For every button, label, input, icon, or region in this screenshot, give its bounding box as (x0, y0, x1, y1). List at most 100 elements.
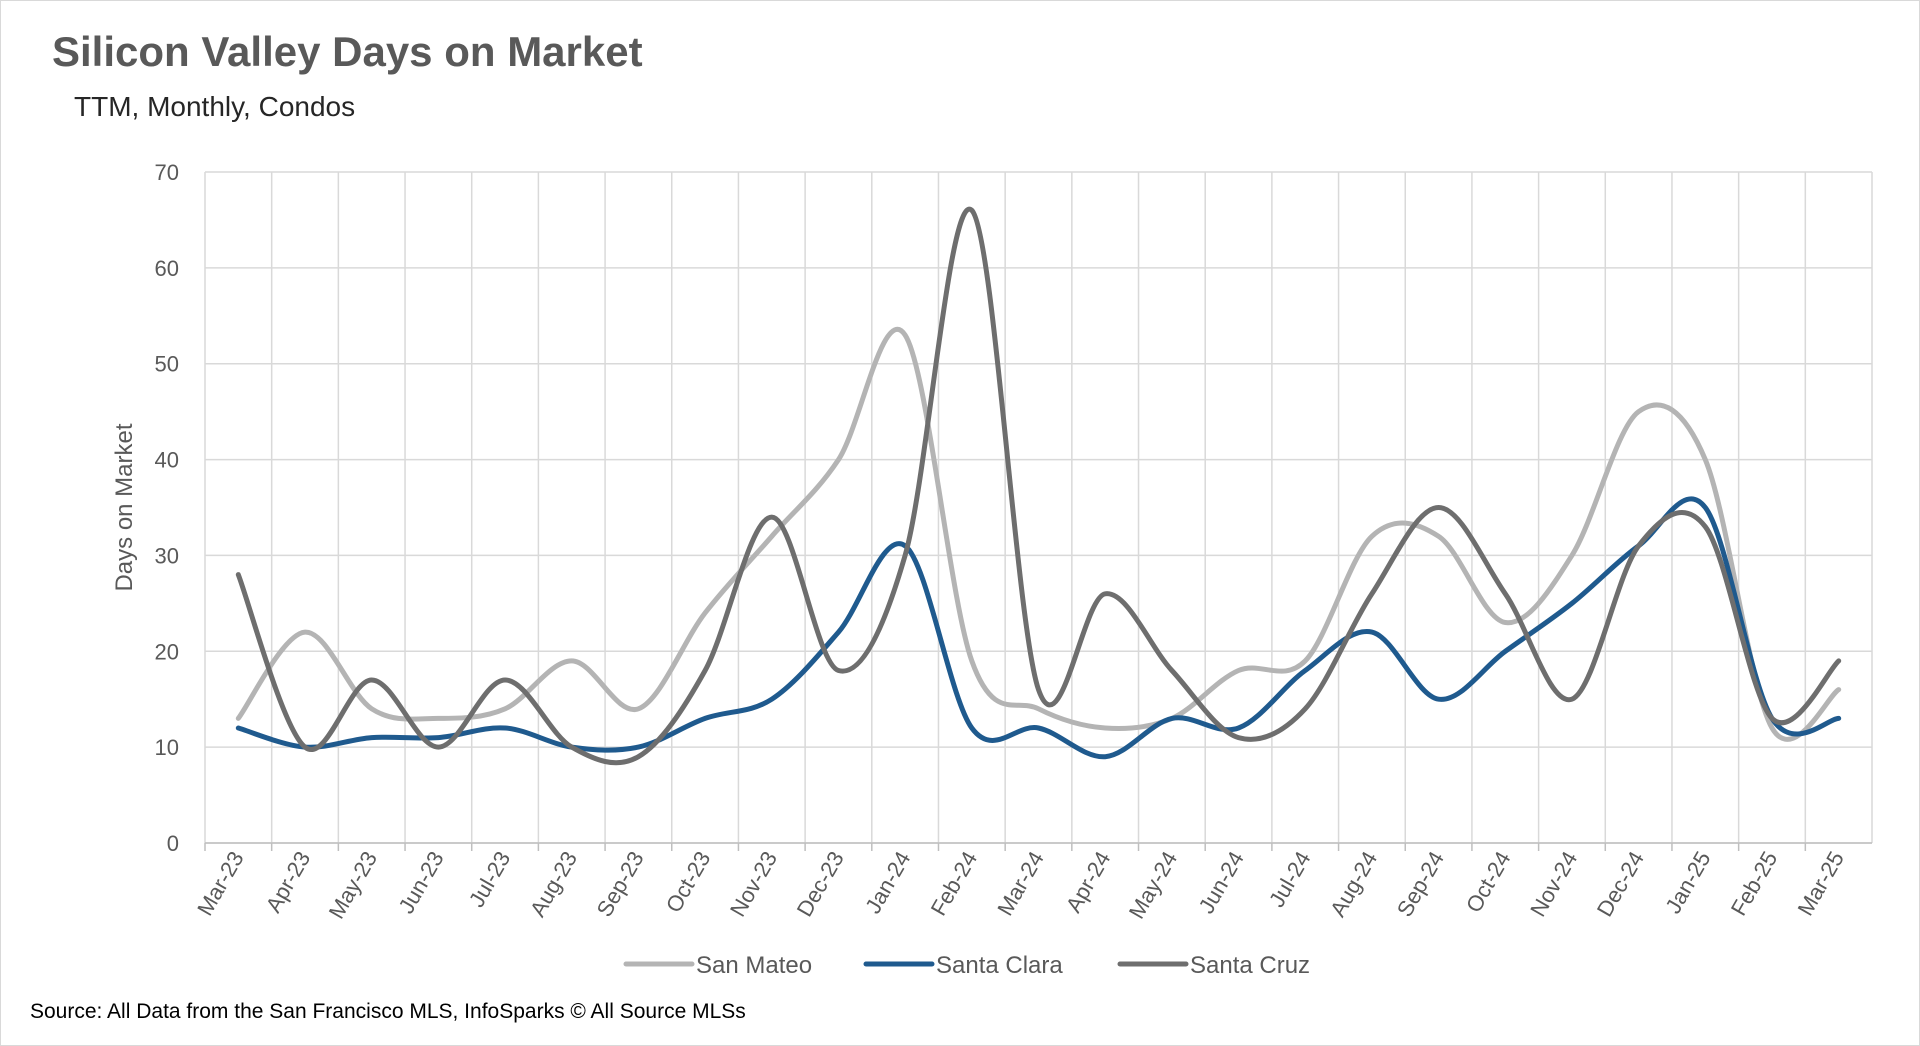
x-tick-label: Jul-24 (1264, 847, 1316, 911)
series-line-san-mateo (235, 326, 1842, 742)
data-point-san-mateo (1636, 409, 1641, 414)
data-point-san-mateo (1369, 534, 1374, 539)
data-point-san-mateo (636, 706, 641, 711)
x-tick-label: Jun-24 (1194, 847, 1249, 918)
x-tick-label: Nov-23 (725, 847, 782, 921)
data-point-santa-clara (1169, 716, 1174, 721)
x-tick-label: Mar-23 (192, 847, 248, 920)
data-point-santa-clara (1836, 716, 1841, 721)
data-point-santa-clara (1303, 668, 1308, 673)
x-tick-label: Mar-25 (1792, 847, 1848, 920)
data-point-santa-clara (503, 726, 508, 731)
data-point-san-mateo (703, 610, 708, 615)
y-tick-label: 40 (155, 448, 179, 473)
legend-item-santa-clara: Santa Clara (863, 952, 1063, 979)
y-tick-label: 10 (155, 735, 179, 760)
data-point-san-mateo (836, 457, 841, 462)
data-point-santa-clara (1103, 754, 1108, 759)
x-tick-label: Apr-24 (1061, 847, 1116, 917)
data-point-santa-cruz (1836, 658, 1841, 663)
data-point-santa-clara (636, 745, 641, 750)
data-point-san-mateo (569, 658, 574, 663)
data-point-san-mateo (503, 706, 508, 711)
data-point-santa-cruz (569, 745, 574, 750)
chart-title: Silicon Valley Days on Market (52, 28, 643, 75)
data-point-santa-cruz (1103, 591, 1108, 596)
y-axis-title: Days on Market (111, 423, 138, 591)
data-point-santa-cruz (1636, 543, 1641, 548)
x-tick-label: Mar-24 (992, 847, 1048, 920)
chart-subtitle: TTM, Monthly, Condos (74, 91, 356, 122)
data-point-santa-clara (836, 630, 841, 635)
data-point-santa-cruz (303, 745, 308, 750)
data-point-santa-cruz (1036, 687, 1041, 692)
data-point-san-mateo (769, 534, 774, 539)
data-point-san-mateo (1703, 457, 1708, 462)
data-point-santa-cruz (1436, 505, 1441, 510)
data-point-santa-cruz (1169, 668, 1174, 673)
data-point-san-mateo (903, 333, 908, 338)
data-point-san-mateo (1236, 668, 1241, 673)
data-point-santa-cruz (1703, 524, 1708, 529)
data-point-san-mateo (303, 630, 308, 635)
data-point-san-mateo (1103, 726, 1108, 731)
data-point-santa-clara (703, 716, 708, 721)
x-tick-label: Aug-23 (525, 847, 582, 921)
data-point-san-mateo (1569, 553, 1574, 558)
data-point-san-mateo (1436, 534, 1441, 539)
data-point-santa-clara (236, 726, 241, 731)
x-tick-label: Jun-23 (393, 847, 448, 918)
data-point-santa-cruz (769, 515, 774, 520)
x-tick-label: Dec-23 (792, 847, 849, 921)
data-point-santa-clara (1236, 726, 1241, 731)
series-santa-clara (235, 496, 1842, 760)
data-point-santa-cruz (1569, 697, 1574, 702)
data-point-santa-clara (1569, 601, 1574, 606)
data-point-san-mateo (969, 658, 974, 663)
legend: San Mateo Santa Clara Santa Cruz (623, 952, 1310, 979)
x-tick-label: Sep-24 (1392, 847, 1449, 921)
source-note: Source: All Data from the San Francisco … (30, 1000, 746, 1023)
x-tick-label: Feb-25 (1726, 847, 1783, 920)
data-point-santa-clara (1369, 630, 1374, 635)
x-tick-label: May-23 (324, 847, 382, 923)
grid-layer (204, 171, 1873, 844)
data-point-santa-cruz (503, 678, 508, 683)
legend-item-san-mateo: San Mateo (623, 952, 812, 979)
x-tick-label: Oct-24 (1461, 847, 1516, 917)
x-tick-label: Feb-24 (926, 847, 983, 920)
data-point-santa-cruz (1503, 591, 1508, 596)
data-point-santa-clara (969, 726, 974, 731)
data-point-santa-cruz (436, 745, 441, 750)
series-layer (235, 206, 1842, 766)
y-tick-label: 30 (155, 543, 179, 568)
x-tick-label: Nov-24 (1525, 847, 1582, 921)
x-tick-label: May-24 (1124, 847, 1182, 923)
data-point-santa-clara (1703, 505, 1708, 510)
data-point-santa-cruz (903, 553, 908, 558)
data-point-santa-cruz (236, 572, 241, 577)
axis-layer: 0 10 20 30 40 50 60 70 Mar-23 Apr-23 May-23 Jun-23 J… (111, 160, 1872, 923)
data-point-santa-clara (1436, 697, 1441, 702)
data-point-santa-cruz (836, 668, 841, 673)
y-tick-label: 20 (155, 639, 179, 664)
data-point-santa-cruz (636, 754, 641, 759)
legend-label: Santa Clara (936, 952, 1063, 979)
data-point-santa-clara (1503, 649, 1508, 654)
legend-label: Santa Cruz (1190, 952, 1310, 979)
y-tick-label: 0 (167, 831, 179, 856)
data-point-santa-cruz (369, 678, 374, 683)
y-tick-label: 50 (155, 352, 179, 377)
series-san-mateo (235, 326, 1842, 742)
data-point-san-mateo (236, 716, 241, 721)
data-point-santa-clara (1036, 726, 1041, 731)
x-tick-label: Oct-23 (661, 847, 716, 917)
data-point-san-mateo (1836, 687, 1841, 692)
data-point-santa-clara (369, 735, 374, 740)
x-tick-label: Dec-24 (1592, 847, 1649, 921)
legend-item-santa-cruz: Santa Cruz (1117, 952, 1310, 979)
x-tick-label: Jan-25 (1660, 847, 1715, 918)
x-tick-label: Jul-23 (464, 847, 516, 911)
series-line-santa-cruz (235, 206, 1842, 766)
